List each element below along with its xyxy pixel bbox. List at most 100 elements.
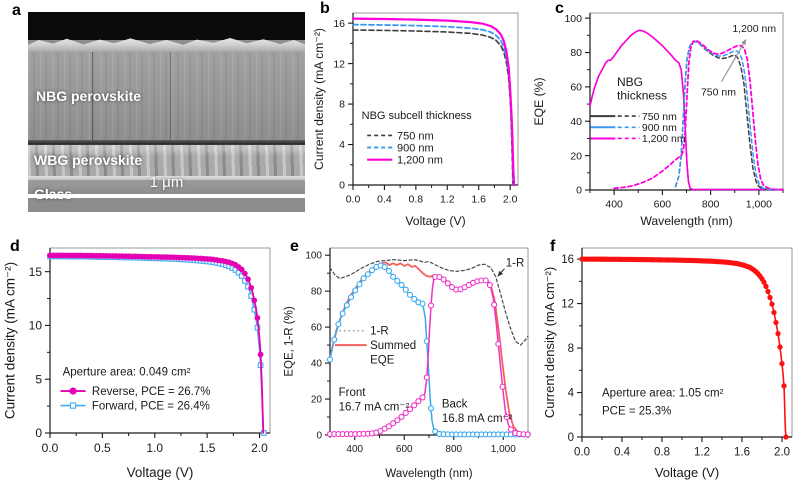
x-tick-label: 2.0 xyxy=(774,447,790,459)
y-tick-label: 60 xyxy=(311,323,323,334)
panel-letter-d: d xyxy=(10,238,20,255)
marker-back-eqe xyxy=(482,277,489,284)
marker-front-eqe xyxy=(360,275,367,282)
chart-text: Front xyxy=(339,387,367,399)
marker-front-eqe xyxy=(381,264,388,271)
marker-jv-large-area xyxy=(779,360,785,367)
chart-text: 900 nm xyxy=(642,122,677,134)
x-tick-label: 400 xyxy=(346,444,363,455)
y-tick-label: 80 xyxy=(311,287,323,298)
x-axis-title: Wavelength (nm) xyxy=(385,468,472,480)
y-tick-label: 60 xyxy=(570,82,582,94)
panel-letter-f: f xyxy=(550,238,556,255)
y-tick-label: 4 xyxy=(339,139,345,151)
marker-back-eqe xyxy=(507,426,514,433)
marker-back-eqe xyxy=(491,301,498,308)
annotation-arrow-line xyxy=(721,43,744,83)
x-tick-label: 0.4 xyxy=(377,194,392,206)
chart-text: thickness xyxy=(617,89,667,103)
y-tick-label: 80 xyxy=(570,47,582,59)
x-axis-title: Voltage (V) xyxy=(127,465,194,480)
marker-front-eqe xyxy=(394,277,401,284)
sem-label-nbg: NBG perovskite xyxy=(36,88,142,104)
y-tick-label: 8 xyxy=(339,99,345,111)
marker-front-eqe xyxy=(411,295,418,302)
marker-jv-large-area xyxy=(783,434,789,440)
x-tick-label: 0.0 xyxy=(346,194,361,206)
series-nbg-1200 xyxy=(613,39,784,191)
marker-back-eqe xyxy=(415,398,422,405)
marker-front-eqe xyxy=(427,405,435,412)
sem-wbg-layer xyxy=(28,145,305,177)
marker-back-eqe xyxy=(385,423,392,430)
y-tick-label: 0 xyxy=(316,431,322,442)
chart-text: 1,200 nm xyxy=(732,23,776,35)
marker-back-eqe xyxy=(394,417,401,424)
chart-text: 1-R xyxy=(506,257,525,269)
y-tick-label: 12 xyxy=(333,58,345,70)
chart-text: 750 nm xyxy=(701,87,736,99)
marker-reverse xyxy=(254,315,261,321)
x-tick-label: 1.0 xyxy=(146,441,163,455)
marker-front-eqe xyxy=(398,281,405,288)
panel-d-jv-hysteresis: d 0.0 0.5 1.0 1.5 2.0 0 5 10 15 Voltage (V) Curren… xyxy=(0,230,280,482)
y-axis-title: EQE (%) xyxy=(532,77,546,125)
marker-jv-large-area xyxy=(763,283,769,290)
marker-jv-large-area xyxy=(769,301,775,307)
scale-bar: 1 μm xyxy=(28,174,305,198)
marker-reverse xyxy=(248,284,254,291)
marker-front-eqe xyxy=(402,286,409,293)
legend-marker xyxy=(69,402,77,409)
y-tick-label: 0 xyxy=(339,180,345,192)
panel-b-jv-thickness: b 0.0 0.4 0.8 1.2 1.6 2.0 0 4 8 12 16 Voltage (V) Cu… xyxy=(310,0,530,230)
sem-vacuum-region xyxy=(28,12,305,40)
marker-jv-large-area xyxy=(767,294,773,301)
marker-front-eqe xyxy=(326,356,334,363)
x-tick-label: 800 xyxy=(702,199,720,211)
y-tick-label: 8 xyxy=(568,343,574,355)
x-tick-label: 0.0 xyxy=(42,441,59,455)
y-tick-label: 15 xyxy=(29,265,43,279)
x-tick-label: 0.5 xyxy=(94,441,111,455)
marker-jv-large-area xyxy=(777,344,783,350)
marker-reverse xyxy=(257,351,264,358)
sem-top-surface xyxy=(28,38,305,54)
marker-back-eqe xyxy=(411,402,418,409)
marker-front-eqe xyxy=(390,273,397,280)
chart-eqe-summed: 400 600 800 1,000 0 20 40 60 80 100 Wavelength (nm… xyxy=(284,247,531,480)
panel-f-jv-large-area: f 0.0 0.4 0.8 1.2 1.6 2.0 0 4 8 12 16 Voltage (V) Cu… xyxy=(540,230,800,482)
marker-back-eqe xyxy=(427,302,435,309)
y-axis-title: EQE, 1-R (%) xyxy=(284,306,296,376)
chart-text: Aperture area: 0.049 cm² xyxy=(63,367,191,379)
x-axis-title: Voltage (V) xyxy=(405,214,465,228)
x-tick-label: 1.6 xyxy=(734,447,750,459)
marker-front-eqe xyxy=(356,281,363,288)
marker-front-eqe xyxy=(364,271,371,278)
marker-reverse xyxy=(251,297,258,304)
marker-front-eqe xyxy=(347,294,355,301)
panel-a-sem: a NBG perovskite WBG perovskite Glass 1 … xyxy=(8,0,310,226)
x-tick-label: 800 xyxy=(445,444,462,455)
y-tick-label: 5 xyxy=(35,372,42,386)
x-tick-label: 0.8 xyxy=(654,447,670,459)
marker-back-eqe xyxy=(440,276,447,283)
marker-front-eqe xyxy=(369,267,376,274)
series-1,200 nm xyxy=(351,17,516,187)
sem-bottom-contact xyxy=(28,176,305,181)
chart-text: EQE xyxy=(370,355,395,367)
y-tick-label: 10 xyxy=(29,319,43,333)
chart-text: 1,200 nm xyxy=(642,133,686,145)
marker-front-eqe xyxy=(419,300,426,307)
marker-front-eqe xyxy=(335,321,342,328)
y-axis-title: Current density (mA cm⁻²) xyxy=(542,267,557,418)
y-tick-label: 20 xyxy=(570,150,582,162)
x-tick-label: 400 xyxy=(605,199,623,211)
chart-text: 16.8 mA cm⁻² xyxy=(442,413,513,425)
x-tick-label: 600 xyxy=(654,199,672,211)
chart-text: 750 nm xyxy=(642,111,677,123)
y-tick-label: 20 xyxy=(311,395,323,406)
y-tick-label: 4 xyxy=(568,388,575,400)
y-tick-label: 0 xyxy=(576,185,582,197)
x-tick-label: 0.8 xyxy=(409,194,424,206)
sem-interconnect-layer xyxy=(28,140,305,147)
